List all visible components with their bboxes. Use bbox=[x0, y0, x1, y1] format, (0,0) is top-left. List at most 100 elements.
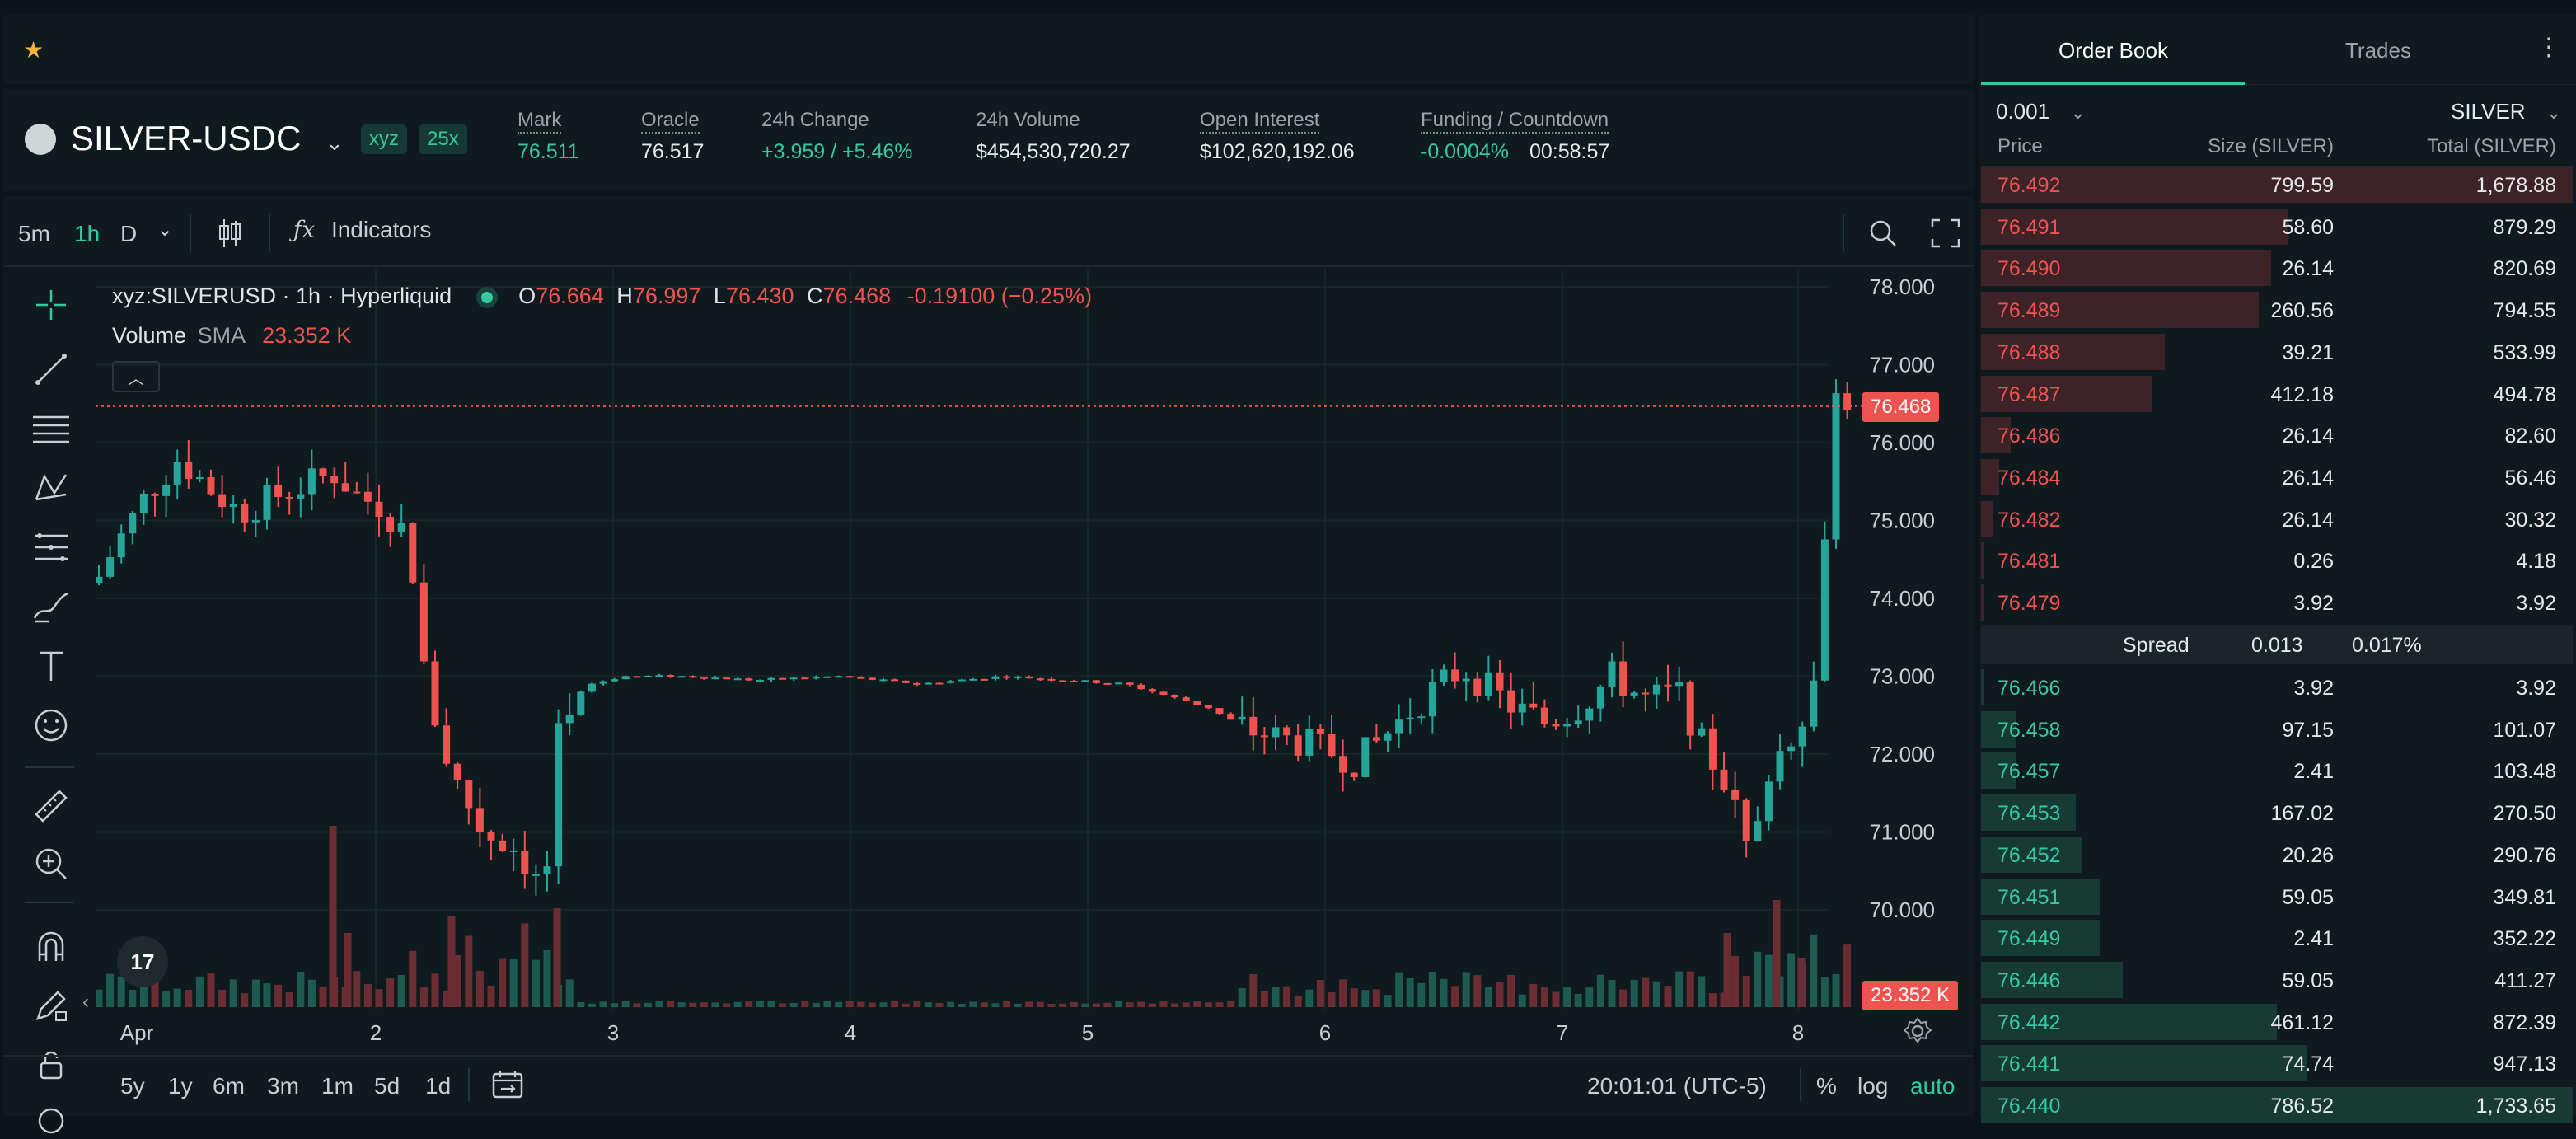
ask-total: 3.92 bbox=[2516, 592, 2556, 615]
percent-toggle[interactable]: % bbox=[1816, 1073, 1837, 1099]
date-range-icon[interactable] bbox=[491, 1070, 524, 1099]
ask-row[interactable]: 76.489 260.56 794.55 bbox=[1981, 290, 2573, 330]
bid-price: 76.457 bbox=[1998, 760, 2061, 784]
volume-bar bbox=[1182, 1002, 1190, 1007]
candle-body bbox=[465, 780, 473, 809]
star-icon[interactable]: ★ bbox=[23, 37, 44, 63]
candle-body bbox=[96, 576, 103, 584]
more-options-icon[interactable]: ⋮ bbox=[2536, 34, 2561, 61]
candle-body bbox=[1081, 680, 1089, 682]
bid-row[interactable]: 76.466 3.92 3.92 bbox=[1981, 668, 2573, 707]
ask-row[interactable]: 76.490 26.14 820.69 bbox=[1981, 248, 2573, 288]
ask-row[interactable]: 76.482 26.14 30.32 bbox=[1981, 499, 2573, 539]
volume-bar bbox=[588, 1003, 596, 1007]
text-tool-icon[interactable] bbox=[28, 643, 74, 689]
volume-bar bbox=[443, 990, 451, 1007]
candle-body bbox=[1193, 701, 1201, 705]
candle-body bbox=[1361, 737, 1370, 777]
bid-row[interactable]: 76.441 74.74 947.13 bbox=[1981, 1043, 2573, 1083]
tick-size-select[interactable]: 0.001 ⌄ bbox=[1996, 99, 2086, 124]
bid-price: 76.466 bbox=[1998, 677, 2061, 700]
collapse-legend-button[interactable]: ︿ bbox=[112, 361, 160, 392]
interval-d[interactable]: D bbox=[120, 221, 138, 246]
interval-1h[interactable]: 1h bbox=[74, 221, 101, 246]
range-5d[interactable]: 5d bbox=[374, 1073, 400, 1099]
log-toggle[interactable]: log bbox=[1857, 1073, 1889, 1099]
ask-price: 76.487 bbox=[1998, 382, 2061, 406]
bid-row[interactable]: 76.442 461.12 872.39 bbox=[1981, 1002, 2573, 1042]
bid-row[interactable]: 76.457 2.41 103.48 bbox=[1981, 751, 2573, 790]
tab-trades[interactable]: Trades bbox=[2345, 38, 2411, 63]
volume-bar bbox=[1820, 977, 1829, 1007]
price-chart[interactable]: 78.000 77.000 76.000 75.000 74.000 73.000 72.0… bbox=[96, 269, 1974, 1116]
bid-row[interactable]: 76.452 20.26 290.76 bbox=[1981, 835, 2573, 874]
range-5y[interactable]: 5y bbox=[120, 1073, 145, 1099]
ask-row[interactable]: 76.492 799.59 1,678.88 bbox=[1981, 165, 2573, 204]
chart-settings-icon[interactable] bbox=[1904, 1017, 1932, 1045]
ask-row[interactable]: 76.487 412.18 494.78 bbox=[1981, 374, 2573, 414]
spread-label: Spread bbox=[2123, 634, 2190, 657]
chevron-left-icon[interactable]: ‹ bbox=[82, 991, 89, 1013]
candle-body bbox=[1249, 716, 1258, 736]
trend-line-icon[interactable] bbox=[28, 346, 74, 392]
draw-lock-icon[interactable] bbox=[28, 982, 74, 1029]
brush-icon[interactable] bbox=[28, 584, 74, 630]
candle-body bbox=[375, 501, 383, 518]
lock-icon[interactable] bbox=[28, 1042, 74, 1088]
auto-toggle[interactable]: auto bbox=[1910, 1073, 1955, 1099]
ask-row[interactable]: 76.486 26.14 82.60 bbox=[1981, 415, 2573, 455]
pair-selector[interactable]: SILVER-USDC ⌄ bbox=[71, 119, 344, 158]
horizontal-lines-icon[interactable] bbox=[28, 405, 74, 452]
volume-bar bbox=[151, 971, 159, 1007]
bid-row[interactable]: 76.440 786.52 1,733.65 bbox=[1981, 1085, 2573, 1125]
ask-row[interactable]: 76.488 39.21 533.99 bbox=[1981, 332, 2573, 372]
range-6m[interactable]: 6m bbox=[213, 1073, 245, 1099]
ask-price: 76.488 bbox=[1998, 340, 2061, 364]
bid-size: 3.92 bbox=[2293, 677, 2334, 700]
pattern-icon[interactable] bbox=[28, 465, 74, 511]
candle-body bbox=[1764, 781, 1773, 822]
time-tick: Apr bbox=[120, 1020, 154, 1045]
stat-label: Oracle bbox=[641, 109, 700, 134]
bid-row[interactable]: 76.451 59.05 349.81 bbox=[1981, 877, 2573, 916]
candle-body bbox=[173, 462, 181, 485]
volume-bar bbox=[1698, 976, 1706, 1007]
candle-body bbox=[386, 517, 395, 532]
zoom-search-icon[interactable] bbox=[1867, 218, 1899, 249]
range-3m[interactable]: 3m bbox=[267, 1073, 299, 1099]
ask-row[interactable]: 76.491 58.60 879.29 bbox=[1981, 207, 2573, 246]
tab-order-book[interactable]: Order Book bbox=[2058, 38, 2168, 63]
ruler-icon[interactable] bbox=[28, 783, 74, 829]
zoom-in-icon[interactable] bbox=[28, 841, 74, 887]
bid-row[interactable]: 76.449 2.41 352.22 bbox=[1981, 918, 2573, 958]
bid-row[interactable]: 76.453 167.02 270.50 bbox=[1981, 793, 2573, 832]
candle-style-icon[interactable] bbox=[216, 218, 244, 249]
candle-body bbox=[1798, 726, 1806, 747]
fullscreen-icon[interactable] bbox=[1930, 218, 1961, 249]
crosshair-icon[interactable] bbox=[28, 282, 74, 328]
emoji-icon[interactable] bbox=[28, 702, 74, 748]
volume-bar bbox=[1115, 1001, 1123, 1007]
volume-bar bbox=[947, 1001, 955, 1007]
ask-row[interactable]: 76.484 26.14 56.46 bbox=[1981, 457, 2573, 497]
volume-bar bbox=[1675, 971, 1684, 1007]
ask-row[interactable]: 76.479 3.92 3.92 bbox=[1981, 583, 2573, 622]
bid-total: 352.22 bbox=[2493, 927, 2556, 951]
range-1m[interactable]: 1m bbox=[321, 1073, 354, 1099]
interval-5m[interactable]: 5m bbox=[18, 221, 50, 246]
spread-percent: 0.017% bbox=[2352, 634, 2422, 657]
chevron-down-icon[interactable]: ⌄ bbox=[157, 218, 174, 241]
magnet-icon[interactable] bbox=[28, 923, 74, 969]
volume-bar bbox=[241, 993, 249, 1007]
visibility-icon[interactable] bbox=[28, 1093, 74, 1139]
projection-icon[interactable] bbox=[28, 524, 74, 570]
volume-bar bbox=[1484, 987, 1492, 1007]
range-1y[interactable]: 1y bbox=[168, 1073, 193, 1099]
unit-select[interactable]: SILVER ⌄ bbox=[2451, 99, 2561, 124]
volume-bar bbox=[344, 933, 352, 1007]
bid-row[interactable]: 76.446 59.05 411.27 bbox=[1981, 960, 2573, 1000]
range-1d[interactable]: 1d bbox=[425, 1073, 452, 1099]
indicators-button[interactable]: ƒx Indicators bbox=[293, 216, 431, 243]
ask-row[interactable]: 76.481 0.26 4.18 bbox=[1981, 541, 2573, 580]
bid-row[interactable]: 76.458 97.15 101.07 bbox=[1981, 710, 2573, 749]
